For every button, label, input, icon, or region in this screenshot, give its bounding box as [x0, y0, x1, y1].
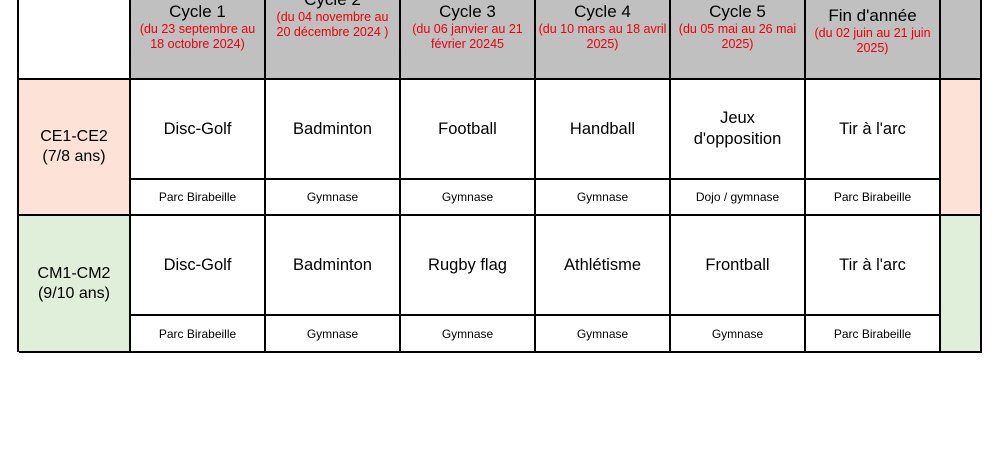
row-end-color-ce1-ce2 — [941, 80, 982, 216]
grade-name: CE1-CE2 — [40, 128, 108, 145]
activity-name: Rugby flag — [428, 255, 507, 274]
activity-name: Badminton — [293, 119, 372, 138]
location-name: Parc Birabeille — [833, 190, 912, 204]
row-end-color-cm1-cm2 — [941, 216, 982, 353]
activity-cell: Athlétisme — [536, 216, 671, 316]
header-dates: (du 05 mai au 26 mai 2025) — [678, 22, 797, 51]
header-title: Cycle 4 — [574, 2, 631, 21]
activity-cell: Disc-Golf — [131, 80, 266, 180]
activity-name: Badminton — [293, 255, 372, 274]
location-name: Gymnase — [711, 326, 764, 341]
location-name: Gymnase — [306, 190, 359, 204]
activity-name: Tir à l'arc — [839, 255, 906, 274]
activity-name: Handball — [569, 119, 636, 138]
header-dates: (du 23 septembre au 18 octobre 2024) — [139, 22, 256, 51]
header-fin-annee: Fin d'année (du 02 juin au 21 juin 2025) — [806, 0, 941, 80]
location-cell: Gymnase — [536, 316, 671, 353]
header-title: Cycle 3 — [439, 2, 496, 21]
header-dates: (du 10 mars au 18 avril 2025) — [538, 22, 667, 51]
corner-cell — [19, 0, 131, 80]
header-title: Cycle 1 — [169, 2, 226, 21]
location-name: Parc Birabeille — [158, 326, 237, 341]
location-cell: Gymnase — [536, 180, 671, 216]
location-cell: Parc Birabeille — [131, 180, 266, 216]
location-cell: Gymnase — [401, 180, 536, 216]
header-dates: (du 02 juin au 21 juin 2025) — [814, 26, 931, 55]
grade-age: (9/10 ans) — [37, 284, 111, 302]
activity-name: Disc-Golf — [163, 255, 232, 274]
location-cell: Parc Birabeille — [806, 180, 941, 216]
location-name: Gymnase — [441, 326, 494, 341]
location-cell: Gymnase — [671, 316, 806, 353]
header-end-cell — [941, 0, 982, 80]
activity-cell: Handball — [536, 80, 671, 180]
schedule-table: Cycle 1 (du 23 septembre au 18 octobre 2… — [17, 0, 982, 353]
activity-cell: Tir à l'arc — [806, 80, 941, 180]
activity-cell: Football — [401, 80, 536, 180]
location-name: Parc Birabeille — [833, 326, 912, 341]
activity-name: Football — [438, 119, 497, 138]
location-cell: Gymnase — [401, 316, 536, 353]
header-title: Cycle 5 — [709, 2, 766, 21]
grade-name: CM1-CM2 — [37, 264, 111, 282]
activity-name: Athlétisme — [563, 255, 642, 274]
activity-name: Disc-Golf — [163, 119, 232, 138]
location-name: Gymnase — [306, 326, 359, 341]
activity-name: Frontball — [705, 255, 770, 274]
header-title: Cycle 2 — [304, 0, 361, 10]
activity-name: Jeux d'opposition — [693, 109, 782, 148]
location-name: Dojo / gymnase — [695, 190, 780, 204]
activity-cell: Jeux d'opposition — [671, 80, 806, 180]
header-cycle-1: Cycle 1 (du 23 septembre au 18 octobre 2… — [131, 0, 266, 80]
header-dates: (du 06 janvier au 21 février 20245 — [412, 22, 523, 51]
header-dates: (du 04 novembre au 20 décembre 2024 ) — [276, 10, 389, 39]
location-cell: Parc Birabeille — [131, 316, 266, 353]
activity-cell: Frontball — [671, 216, 806, 316]
location-cell: Dojo / gymnase — [671, 180, 806, 216]
grade-label-ce1-ce2: CE1-CE2 (7/8 ans) — [19, 80, 131, 216]
grade-label-cm1-cm2: CM1-CM2 (9/10 ans) — [19, 216, 131, 353]
header-cycle-2: Cycle 2 (du 04 novembre au 20 décembre 2… — [266, 0, 401, 80]
header-cycle-5: Cycle 5 (du 05 mai au 26 mai 2025) — [671, 0, 806, 80]
location-name: Parc Birabeille — [158, 190, 237, 204]
activity-cell: Badminton — [266, 216, 401, 316]
activity-cell: Badminton — [266, 80, 401, 180]
grade-age: (7/8 ans) — [42, 148, 106, 165]
activity-cell: Tir à l'arc — [806, 216, 941, 316]
header-cycle-4: Cycle 4 (du 10 mars au 18 avril 2025) — [536, 0, 671, 80]
activity-cell: Disc-Golf — [131, 216, 266, 316]
header-cycle-3: Cycle 3 (du 06 janvier au 21 février 202… — [401, 0, 536, 80]
activity-cell: Rugby flag — [401, 216, 536, 316]
header-title: Fin d'année — [828, 6, 917, 25]
location-cell: Parc Birabeille — [806, 316, 941, 353]
activity-name: Tir à l'arc — [839, 119, 906, 138]
location-cell: Gymnase — [266, 180, 401, 216]
location-cell: Gymnase — [266, 316, 401, 353]
location-name: Gymnase — [576, 190, 629, 204]
location-name: Gymnase — [576, 326, 629, 341]
location-name: Gymnase — [441, 190, 494, 204]
